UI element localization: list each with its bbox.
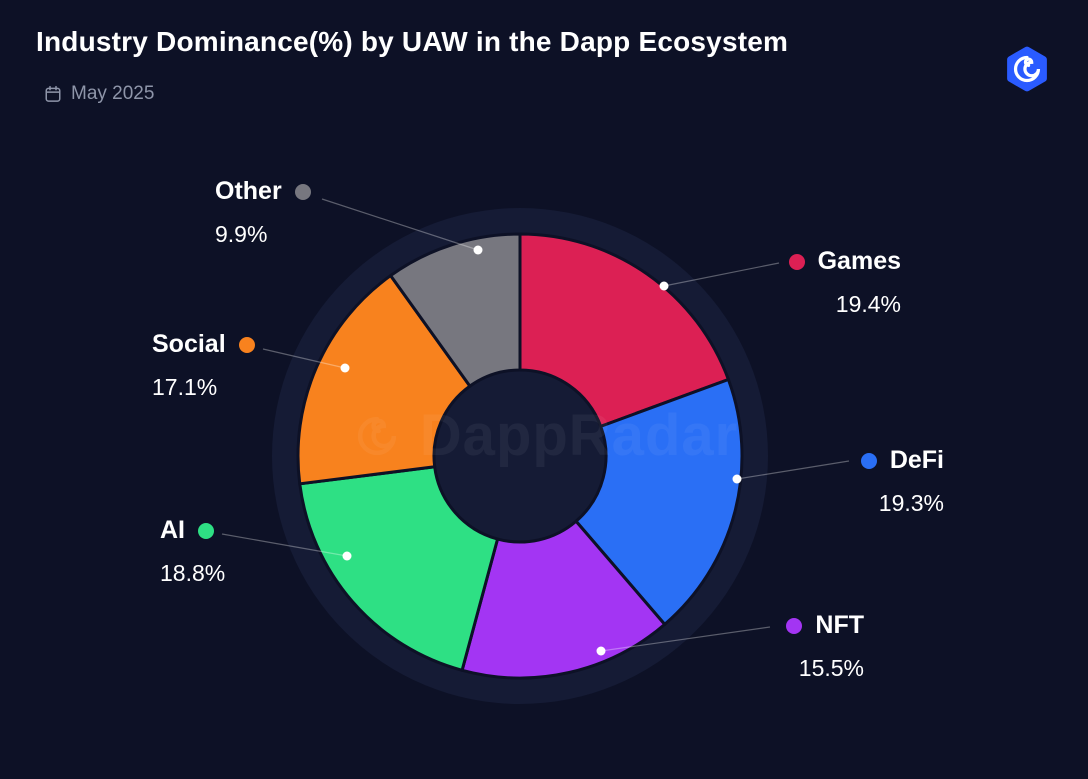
defi-label: DeFi: [889, 446, 944, 474]
chart-label-games: Games 19.4%: [788, 247, 901, 318]
anchor-dot-games: [659, 281, 669, 291]
leader-line-ai: [221, 533, 348, 557]
anchor-dot-ai: [342, 551, 352, 561]
pie-segment-other: [389, 232, 522, 388]
chart-label-other: Other 9.9%: [215, 177, 311, 248]
defi-percentage: 19.3%: [878, 489, 944, 516]
chart-label-defi: DeFi 19.3%: [860, 446, 944, 517]
nft-label: NFT: [815, 611, 864, 639]
ai-percentage: 18.8%: [160, 559, 226, 586]
leader-line-social: [262, 348, 346, 369]
chart-label-social: Social 17.1%: [152, 330, 255, 401]
date-label: May 2025: [71, 83, 155, 104]
pie-segment-games: [518, 232, 730, 428]
other-color-dot: [294, 183, 311, 200]
other-percentage: 9.9%: [215, 220, 268, 247]
leader-line-nft: [600, 626, 771, 652]
games-percentage: 19.4%: [835, 290, 901, 317]
anchor-dot-social: [340, 363, 350, 373]
nft-color-dot: [786, 617, 803, 634]
social-percentage: 17.1%: [152, 373, 218, 400]
date-row: May 2025: [44, 83, 154, 105]
chart-label-nft: NFT 15.5%: [786, 611, 864, 682]
anchor-dot-defi: [732, 474, 742, 484]
page-title: Industry Dominance(%) by UAW in the Dapp…: [36, 26, 789, 57]
leader-line-defi: [736, 460, 850, 480]
chart-label-ai: AI 18.8%: [160, 516, 226, 587]
ai-label: AI: [160, 516, 185, 544]
anchor-dot-other: [473, 245, 483, 255]
leader-line-games: [663, 262, 780, 287]
dappradar-logo-icon: [1002, 44, 1052, 94]
pie-segment-nft: [460, 519, 667, 680]
anchor-dot-nft: [596, 646, 606, 656]
games-color-dot: [788, 253, 805, 270]
social-label: Social: [152, 330, 226, 358]
social-color-dot: [238, 336, 255, 353]
games-label: Games: [817, 247, 901, 275]
calendar-icon: [44, 85, 62, 103]
pie-segment-ai: [298, 465, 500, 672]
other-label: Other: [215, 177, 282, 205]
leader-line-other: [321, 198, 479, 251]
nft-percentage: 15.5%: [798, 654, 864, 681]
pie-segment-defi: [574, 377, 744, 626]
defi-color-dot: [860, 452, 877, 469]
ai-color-dot: [198, 522, 214, 539]
